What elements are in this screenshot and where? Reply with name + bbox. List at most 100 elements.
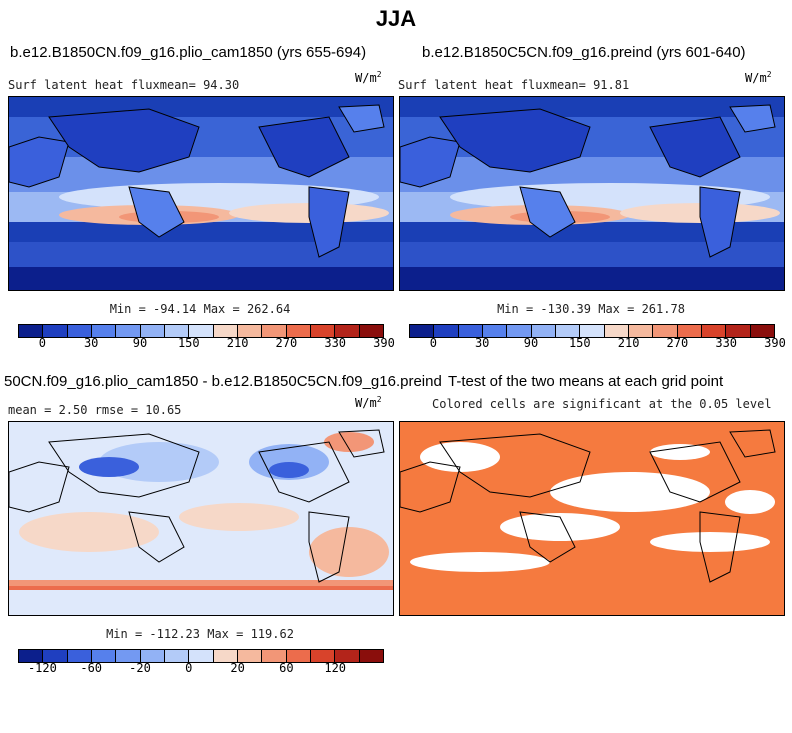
colorbar-swatch — [359, 325, 383, 337]
colorbar-swatch — [67, 325, 92, 337]
panel4-map — [399, 421, 785, 616]
panel1-title: b.e12.B1850CN.f09_g16.plio_cam1850 (yrs … — [10, 44, 367, 61]
panel3-left-label: mean = 2.50 rmse = 10.65 — [8, 403, 182, 417]
panel2-title: b.e12.B1850C5CN.f09_g16.preind (yrs 601-… — [422, 44, 746, 61]
colorbar-tick-label: 210 — [617, 336, 640, 350]
colorbar-tick-label: 30 — [474, 336, 490, 350]
colorbar-tick-label: 90 — [132, 336, 148, 350]
colorbar-swatch — [140, 325, 165, 337]
colorbar-abs-left-swatches — [18, 324, 384, 338]
panel3-minmax: Min = -112.23 Max = 119.62 — [106, 627, 294, 641]
colorbar-swatch — [67, 650, 92, 662]
panel2-units: W/m2 — [745, 70, 772, 85]
panel1-map — [8, 96, 394, 291]
colorbar-swatch — [531, 325, 556, 337]
panel2-left-label: Surf latent heat fluxmean= 91.81 — [398, 78, 630, 92]
colorbar-tick-label: 150 — [568, 336, 591, 350]
colorbar-abs-left-ticks: 0 30 90 150 210 270 330 390 — [18, 334, 395, 350]
colorbar-tick-label: -120 — [27, 661, 57, 675]
panel1-units: W/m2 — [355, 70, 382, 85]
colorbar-swatch — [164, 650, 190, 662]
colorbar-swatch — [164, 325, 190, 337]
colorbar-swatch — [701, 325, 727, 337]
colorbar-swatch — [262, 650, 287, 662]
colorbar-diff-ticks: -120 -60 -20 0 20 60 120 — [18, 659, 384, 675]
colorbar-tick-label: 150 — [177, 336, 200, 350]
colorbar-swatch — [43, 650, 68, 662]
panel3-units: W/m2 — [355, 395, 382, 410]
colorbar-swatch — [677, 325, 702, 337]
colorbar-abs-right-swatches — [409, 324, 775, 338]
colorbar-swatch — [482, 325, 508, 337]
colorbar-swatch — [286, 650, 311, 662]
colorbar-swatch — [91, 650, 117, 662]
colorbar-swatch — [91, 325, 117, 337]
colorbar-tick-label: 90 — [523, 336, 539, 350]
colorbar-swatch — [604, 325, 629, 337]
colorbar-swatch — [628, 325, 654, 337]
colorbar-abs-right-ticks: 0 30 90 150 210 270 330 390 — [409, 334, 786, 350]
colorbar-tick-label: 390 — [373, 336, 395, 350]
colorbar-swatch — [458, 325, 483, 337]
colorbar-swatch — [555, 325, 581, 337]
colorbar-tick-label: -60 — [80, 661, 103, 675]
colorbar-tick-label: 270 — [666, 336, 689, 350]
colorbar-swatch — [653, 325, 678, 337]
panel1-map-svg — [9, 97, 393, 290]
panel3-map-svg — [9, 422, 393, 615]
colorbar-swatch — [237, 325, 263, 337]
colorbar-tick-label: 0 — [38, 336, 47, 350]
colorbar-tick-label: 390 — [764, 336, 786, 350]
colorbar-swatch — [507, 325, 532, 337]
colorbar-swatch — [434, 325, 459, 337]
colorbar-swatch — [213, 325, 238, 337]
figure-title: JJA — [375, 6, 417, 31]
colorbar-swatch — [43, 325, 68, 337]
colorbar-swatch — [335, 325, 360, 337]
colorbar-swatch — [213, 650, 238, 662]
colorbar-swatch — [189, 325, 214, 337]
colorbar-swatch — [140, 650, 165, 662]
colorbar-swatch — [237, 650, 263, 662]
colorbar-tick-label: 120 — [324, 661, 347, 675]
colorbar-swatch — [116, 325, 141, 337]
panel2-map-svg — [400, 97, 784, 290]
panel3-title: 50CN.f09_g16.plio_cam1850 - b.e12.B1850C… — [4, 373, 442, 390]
colorbar-swatch — [580, 325, 605, 337]
colorbar-tick-label: -20 — [129, 661, 151, 675]
colorbar-abs-left — [18, 324, 384, 338]
colorbar-tick-label: 20 — [230, 661, 245, 675]
colorbar-tick-label: 270 — [275, 336, 298, 350]
colorbar-tick-label: 0 — [429, 336, 438, 350]
colorbar-tick-label: 210 — [226, 336, 249, 350]
colorbar-swatch — [189, 650, 214, 662]
panel4-subtitle: Colored cells are significant at the 0.0… — [432, 397, 772, 411]
panel2-minmax: Min = -130.39 Max = 261.78 — [497, 302, 685, 316]
colorbar-swatch — [19, 325, 44, 337]
panel2-map — [399, 96, 785, 291]
colorbar-swatch — [286, 325, 311, 337]
colorbar-tick-label: 330 — [715, 336, 738, 350]
colorbar-swatch — [310, 325, 336, 337]
colorbar-swatch — [262, 325, 287, 337]
colorbar-swatch — [335, 650, 360, 662]
colorbar-swatch — [410, 325, 435, 337]
colorbar-tick-label: 0 — [185, 661, 193, 675]
colorbar-tick-label: 60 — [279, 661, 294, 675]
panel4-title: T-test of the two means at each grid poi… — [448, 373, 724, 390]
colorbar-diff — [18, 649, 384, 663]
panel1-minmax: Min = -94.14 Max = 262.64 — [109, 302, 291, 316]
colorbar-swatch — [19, 650, 44, 662]
colorbar-swatch — [750, 325, 774, 337]
colorbar-diff-swatches — [18, 649, 384, 663]
colorbar-swatch — [726, 325, 751, 337]
colorbar-swatch — [116, 650, 141, 662]
colorbar-swatch — [359, 650, 383, 662]
panel3-map — [8, 421, 394, 616]
colorbar-abs-right — [409, 324, 775, 338]
colorbar-tick-label: 30 — [83, 336, 99, 350]
panel4-map-svg — [400, 422, 784, 615]
colorbar-swatch — [310, 650, 336, 662]
panel1-left-label: Surf latent heat fluxmean= 94.30 — [8, 78, 240, 92]
colorbar-tick-label: 330 — [324, 336, 347, 350]
